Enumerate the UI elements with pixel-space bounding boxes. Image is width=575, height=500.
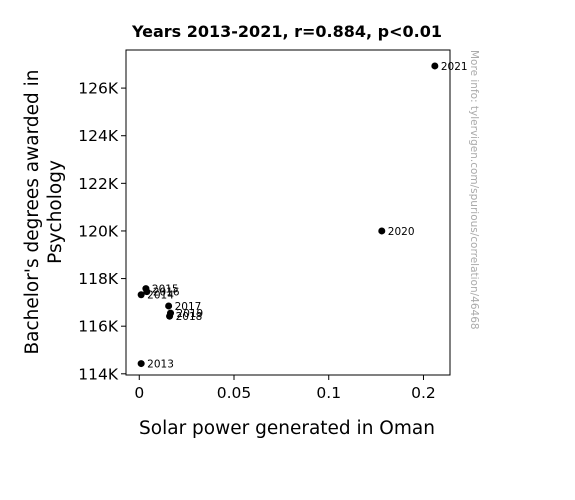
- x-tick-label: 0: [134, 384, 144, 402]
- data-point-label: 2017: [175, 301, 202, 313]
- data-point-label: 2013: [147, 358, 174, 370]
- data-point-2013: [137, 360, 145, 368]
- x-axis-label: Solar power generated in Oman: [139, 418, 435, 439]
- plot-frame: [125, 49, 451, 376]
- data-point-label: 2019: [177, 308, 204, 320]
- data-point-2020: [378, 227, 386, 235]
- y-tick-label: 122K: [78, 175, 119, 193]
- data-point-2021: [431, 62, 439, 70]
- x-tick-label: 0.05: [217, 384, 252, 402]
- data-point-label: 2021: [441, 61, 468, 73]
- watermark-text: More info: tylervigen.com/spurious/corre…: [468, 50, 480, 330]
- y-tick-label: 124K: [78, 127, 119, 145]
- data-point-label: 2018: [176, 311, 203, 323]
- data-point-label: 2016: [153, 286, 180, 298]
- x-tick-label: 0.2: [411, 384, 436, 402]
- data-point-2019: [167, 309, 175, 317]
- y-tick-label: 120K: [78, 222, 119, 240]
- y-tick-label: 126K: [78, 80, 119, 98]
- data-point-2014: [137, 291, 145, 299]
- data-point-2017: [165, 302, 173, 310]
- data-point-label: 2014: [147, 290, 174, 302]
- y-tick-label: 116K: [78, 318, 119, 336]
- chart-title: Years 2013-2021, r=0.884, p<0.01: [131, 22, 442, 41]
- y-axis-label-line-2: Psychology: [45, 160, 66, 264]
- y-tick-label: 114K: [78, 365, 119, 383]
- data-point-label: 2015: [152, 283, 179, 295]
- data-point-2016: [143, 288, 151, 296]
- y-tick-label: 118K: [78, 270, 119, 288]
- x-axis: 0 0.05 0.1 0.2: [134, 375, 436, 402]
- y-axis: 114K 116K 118K 120K 122K 124K 126K: [78, 80, 126, 383]
- x-tick-label: 0.1: [316, 384, 341, 402]
- y-axis-label-line-1: Bachelor's degrees awarded in: [22, 69, 43, 354]
- data-point-label: 2020: [388, 226, 415, 238]
